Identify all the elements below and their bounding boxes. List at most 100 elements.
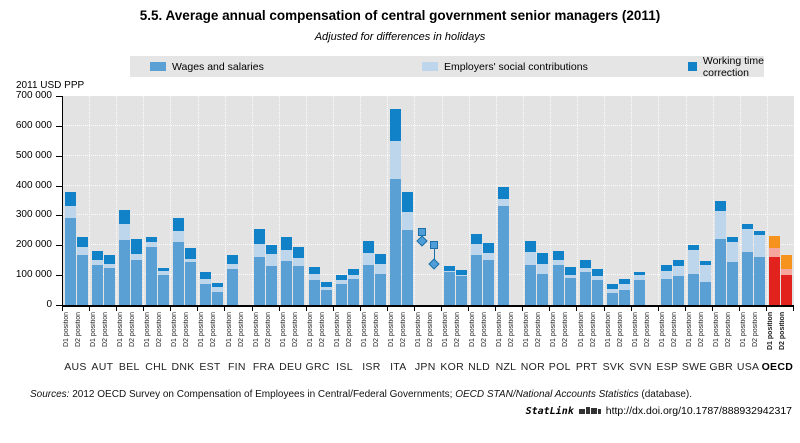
x-tick [738,307,766,311]
y-axis-tick-label: 600 000 [15,119,52,131]
segment-social [91,260,103,265]
legend-label: Wages and salaries [172,60,264,73]
segment-wages [444,272,456,305]
x-tick [251,307,279,311]
position-labels-EST: D1 position D2 position [197,312,224,359]
segment-worktime [591,269,603,276]
statlink-url[interactable]: http://dx.doi.org/10.1787/888932942317 [605,405,792,417]
FIN-d1-bar [227,96,239,305]
segment-wages [660,278,672,305]
ISL-d1-bar [335,96,347,305]
segment-social [606,288,618,294]
position-labels-JPN: D1 position D2 position [414,312,441,359]
NZL-d2-bar [510,96,521,305]
position-label: D2 position [535,312,543,348]
country-code-AUS: AUS [64,361,87,373]
segment-worktime [660,265,672,271]
x-tick [278,307,306,311]
position-label: D1 position [415,312,423,348]
segment-wages [118,239,130,305]
segment-wages [145,246,157,305]
position-labels-NOR: D1 position D2 position [522,312,549,359]
segment-worktime [293,246,305,259]
GRC-d2-bar [320,96,332,305]
segment-wages [64,217,76,305]
KOR-d2-bar [456,96,468,305]
NOR-d1-bar [525,96,537,305]
segment-social [130,254,142,261]
position-label: D1 position [387,312,395,348]
segment-wages [389,179,401,305]
country-group-SWE [685,96,713,305]
segment-worktime [172,218,184,231]
SWE-d1-bar [688,96,700,305]
GRC-d1-bar [308,96,320,305]
position-labels-DEU: D1 position D2 position [279,312,306,359]
segment-social [293,258,305,266]
segment-social [308,274,320,280]
segment-wages [688,273,700,305]
segment-worktime [700,260,712,265]
statlink-icon [578,407,601,414]
x-tick [197,307,224,311]
segment-wages [672,276,684,305]
y-axis-tick-mark [56,125,62,127]
segment-wages [483,259,495,305]
DNK-d1-bar [172,96,184,305]
segment-worktime [537,253,549,264]
x-tick [657,307,685,311]
country-group-ESP [658,96,685,305]
segment-social [564,274,576,278]
position-label: D1 position [279,312,287,348]
segment-wages [498,205,510,305]
segment-wages [633,279,645,305]
JPN-d1-square-marker [417,227,426,236]
position-label: D2 position [427,312,435,348]
country-group-DNK [170,96,197,305]
segment-social [660,270,672,279]
segment-worktime [374,254,386,264]
segment-social [471,244,483,256]
x-tick [386,307,414,311]
x-tick [116,307,143,311]
segment-wages [564,277,576,305]
position-labels-DNK: D1 position D2 position [170,312,197,359]
segment-worktime [389,109,401,142]
country-group-AUT [89,96,116,305]
segment-social [200,279,212,285]
position-labels-BEL: D1 position D2 position [116,312,143,359]
social-contributions-swatch-icon [422,62,438,71]
country-code-EST: EST [199,361,221,373]
segment-social [184,259,196,263]
segment-social [700,265,712,283]
position-labels-FRA: D1 position D2 position [252,312,279,359]
segment-worktime [76,236,88,247]
JPN-d1-diamond-marker [416,235,428,247]
position-labels-SWE: D1 position D2 position [685,312,712,359]
country-code-FIN: FIN [227,361,246,373]
x-tick [766,307,793,311]
position-labels-ISR: D1 position D2 position [360,312,387,359]
JPN-d2-square-marker [429,241,438,249]
segment-wages [335,283,347,305]
position-label: D2 position [724,312,732,348]
segment-wages [157,275,169,305]
x-tick [468,307,495,311]
country-code-NLD: NLD [468,361,490,373]
country-group-BEL [116,96,143,305]
country-code-NOR: NOR [520,361,545,373]
SWE-d2-bar [700,96,712,305]
segment-social [591,275,603,281]
position-label: D2 position [156,312,164,348]
country-group-SVN [631,96,658,305]
position-labels-OECD: D1 position D2 position [766,312,793,359]
position-label: D2 position [616,312,624,348]
FRA-d2-bar [266,96,278,305]
country-group-ISR [360,96,387,305]
position-label: D1 position [712,312,720,348]
x-tick [305,307,333,311]
position-label: D1 position [252,312,260,348]
y-axis-tick-label: 700 000 [15,90,52,101]
segment-social [118,223,130,240]
position-labels-ISL: D1 position D2 position [333,312,360,359]
